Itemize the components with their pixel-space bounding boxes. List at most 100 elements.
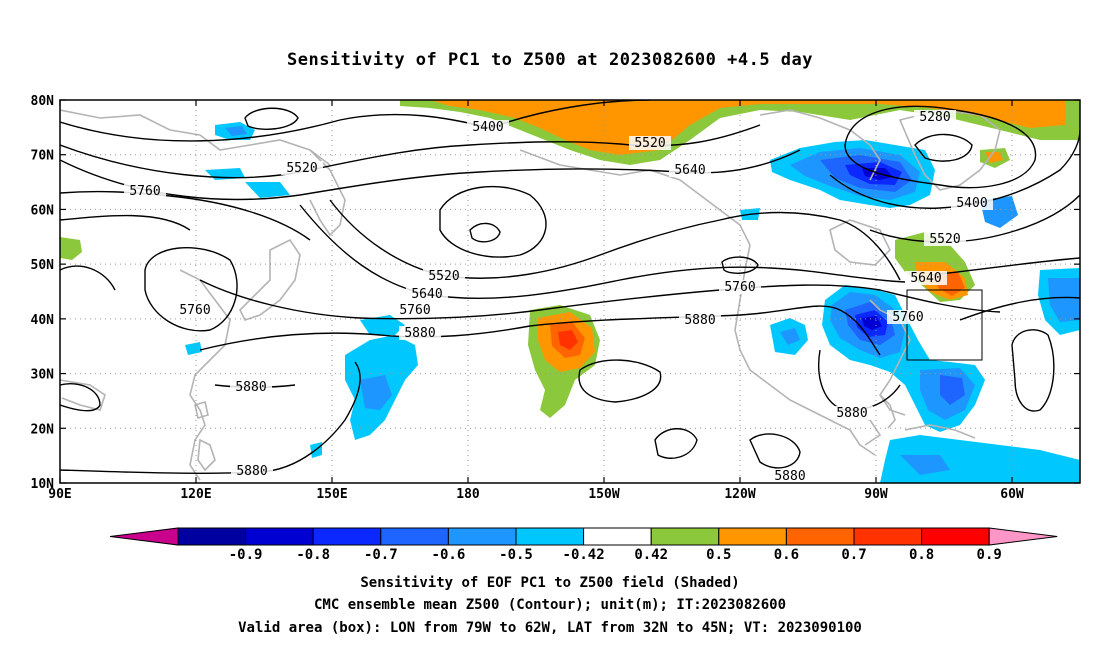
contour-5640-mid [299, 204, 906, 299]
contour-label: 5400 [956, 196, 987, 211]
coast-east-asia [179, 269, 231, 481]
contour-label: 5880 [774, 469, 805, 484]
contour-5400 [60, 100, 651, 142]
contour-label: 5880 [836, 406, 867, 421]
tick-group [59, 99, 1080, 484]
contour-5760b [60, 214, 191, 231]
colorbar-swatch [380, 527, 449, 546]
caption-line-2: CMC ensemble mean Z500 (Contour); unit(m… [313, 597, 786, 613]
colorbar-label: 0.7 [841, 547, 866, 563]
contour-5760-mid [199, 279, 1001, 320]
colorbar: -0.9 -0.8 -0.7 -0.6 -0.5 -0.42 0.42 0.5 0.6 0.7 0.… [109, 527, 1058, 563]
colorbar-label: -0.5 [499, 547, 533, 563]
contour-label: 5880 [684, 313, 715, 328]
contour-label: 5520 [929, 232, 960, 247]
coast-na-east [869, 299, 911, 416]
contour-ring-left [60, 265, 116, 291]
contour-label: 5880 [235, 380, 266, 395]
colorbar-swatch [853, 527, 923, 546]
contour-label: 5760 [892, 310, 923, 325]
lat-label: 80N [31, 94, 55, 109]
coast-hudson [829, 219, 891, 266]
colorbar-swatch [515, 527, 585, 546]
colorbar-swatch [921, 527, 990, 546]
contour-5280-loop [844, 105, 1037, 189]
coast-china [60, 379, 106, 411]
contour-label: 5880 [404, 326, 435, 341]
contour-label: 5760 [724, 280, 755, 295]
contour-atlantic-loop [1011, 329, 1055, 412]
shade-positive-arctic-green-right [1020, 128, 1080, 140]
coast-asia-north [60, 109, 331, 166]
grid-layer [60, 100, 1080, 483]
contour-small-oval [244, 107, 299, 130]
colorbar-label: 0.42 [634, 547, 668, 563]
contour-loop-mex2 [749, 433, 801, 469]
contour-label-group: 5400 5520 5640 5280 5400 5520 5640 5760 5760 5520… [124, 110, 993, 484]
lon-label: 60W [1000, 487, 1024, 502]
chart-title: Sensitivity of PC1 to Z500 at 2023082600… [286, 50, 813, 70]
contour-5880-low [60, 361, 361, 474]
shade-positive-west [60, 237, 82, 260]
lat-label: 50N [31, 258, 55, 273]
contour-label: 5760 [129, 184, 160, 199]
contour-5880-mid [199, 305, 881, 356]
contour-5640-right [929, 257, 1080, 276]
contour-small-oval2 [721, 256, 759, 274]
colorbar-label: 0.8 [909, 547, 934, 563]
contour-label: 5760 [179, 303, 210, 318]
lat-label: 70N [31, 149, 55, 164]
colorbar-swatch [718, 527, 787, 546]
contour-loop-bay [60, 383, 101, 412]
contour-inner-loop [914, 133, 973, 162]
contour-loop-pac-east [578, 359, 662, 403]
contour-label: 5640 [910, 271, 941, 286]
lon-label: 150W [588, 487, 619, 502]
coastline-layer [60, 109, 1001, 481]
contour-loop-small [469, 222, 501, 243]
colorbar-swatch [312, 527, 382, 546]
lat-label: 60N [31, 203, 55, 218]
shade-positive-arctic-core [430, 100, 1065, 155]
contour-5520-right [869, 194, 1080, 243]
lon-label: 180 [456, 487, 480, 502]
contour-loop-pacific [439, 185, 547, 258]
contour-loop-mex [654, 428, 698, 459]
colorbar-label: 0.9 [977, 547, 1002, 563]
contour-5760a [60, 190, 311, 241]
lon-label: 120E [180, 487, 211, 502]
contour-label: 5520 [286, 161, 317, 176]
contour-label: 5280 [919, 110, 950, 125]
colorbar-label: -0.8 [296, 547, 330, 563]
coast-japan [239, 238, 301, 321]
colorbar-swatch [177, 527, 247, 546]
lat-label: 40N [31, 313, 55, 328]
colorbar-label: -0.6 [432, 547, 466, 563]
coast-greenland [898, 109, 1001, 191]
colorbar-swatch [583, 527, 652, 546]
colorbar-arrow-left [109, 527, 179, 546]
colorbar-label: -0.42 [563, 547, 605, 563]
contour-5760-right [959, 296, 1080, 321]
map-frame [59, 99, 1081, 484]
contour-label: 5880 [236, 464, 267, 479]
colorbar-swatch [785, 527, 855, 546]
coast-philippines [197, 438, 216, 472]
contour-label: 5520 [634, 136, 665, 151]
colorbar-swatch [650, 527, 720, 546]
lat-label: 20N [31, 422, 55, 437]
contour-label: 5640 [674, 163, 705, 178]
caption-line-1: Sensitivity of EOF PC1 to Z500 field (Sh… [360, 575, 740, 591]
contour-loop-west [144, 247, 238, 332]
colorbar-label: -0.7 [364, 547, 398, 563]
caption-line-3: Valid area (box): LON from 79W to 62W, L… [238, 620, 862, 636]
contour-label: 5400 [472, 120, 503, 135]
contour-label: 5520 [428, 269, 459, 284]
colorbar-label: -0.9 [229, 547, 263, 563]
colorbar-label: 0.6 [774, 547, 799, 563]
colorbar-swatch [447, 527, 517, 546]
lon-label: 120W [724, 487, 755, 502]
lon-label: 150E [316, 487, 347, 502]
